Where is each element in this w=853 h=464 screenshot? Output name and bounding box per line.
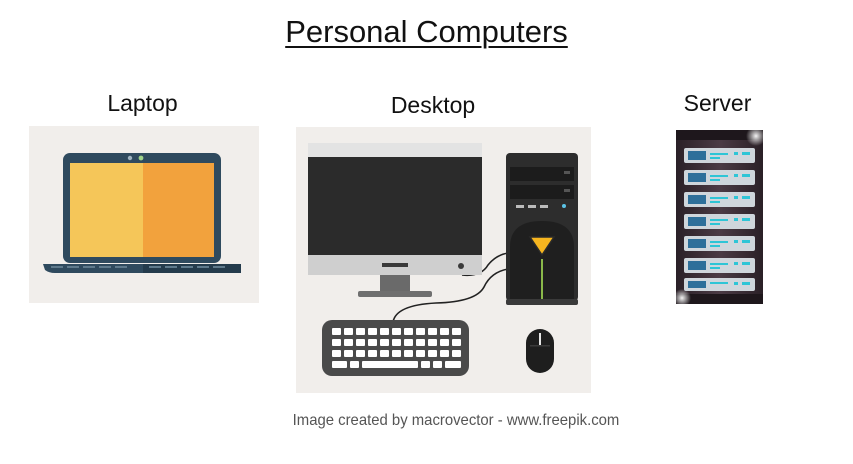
desktop-label: Desktop bbox=[390, 92, 476, 118]
page-title: Personal Computers bbox=[285, 14, 568, 49]
laptop-label: Laptop bbox=[107, 90, 178, 116]
desktop-scene bbox=[308, 143, 578, 376]
server-label: Server bbox=[683, 90, 752, 116]
tower-icon bbox=[506, 153, 578, 305]
laptop-icon bbox=[43, 153, 241, 273]
laptop-panel bbox=[29, 126, 259, 303]
desktop-panel bbox=[296, 127, 591, 393]
server-rack bbox=[676, 130, 763, 304]
keyboard-icon bbox=[322, 320, 469, 376]
server-rack-icon bbox=[676, 130, 763, 304]
image-credit: Image created by macrovector - www.freep… bbox=[292, 412, 620, 429]
mouse-icon bbox=[526, 329, 554, 373]
monitor-icon bbox=[308, 143, 482, 297]
